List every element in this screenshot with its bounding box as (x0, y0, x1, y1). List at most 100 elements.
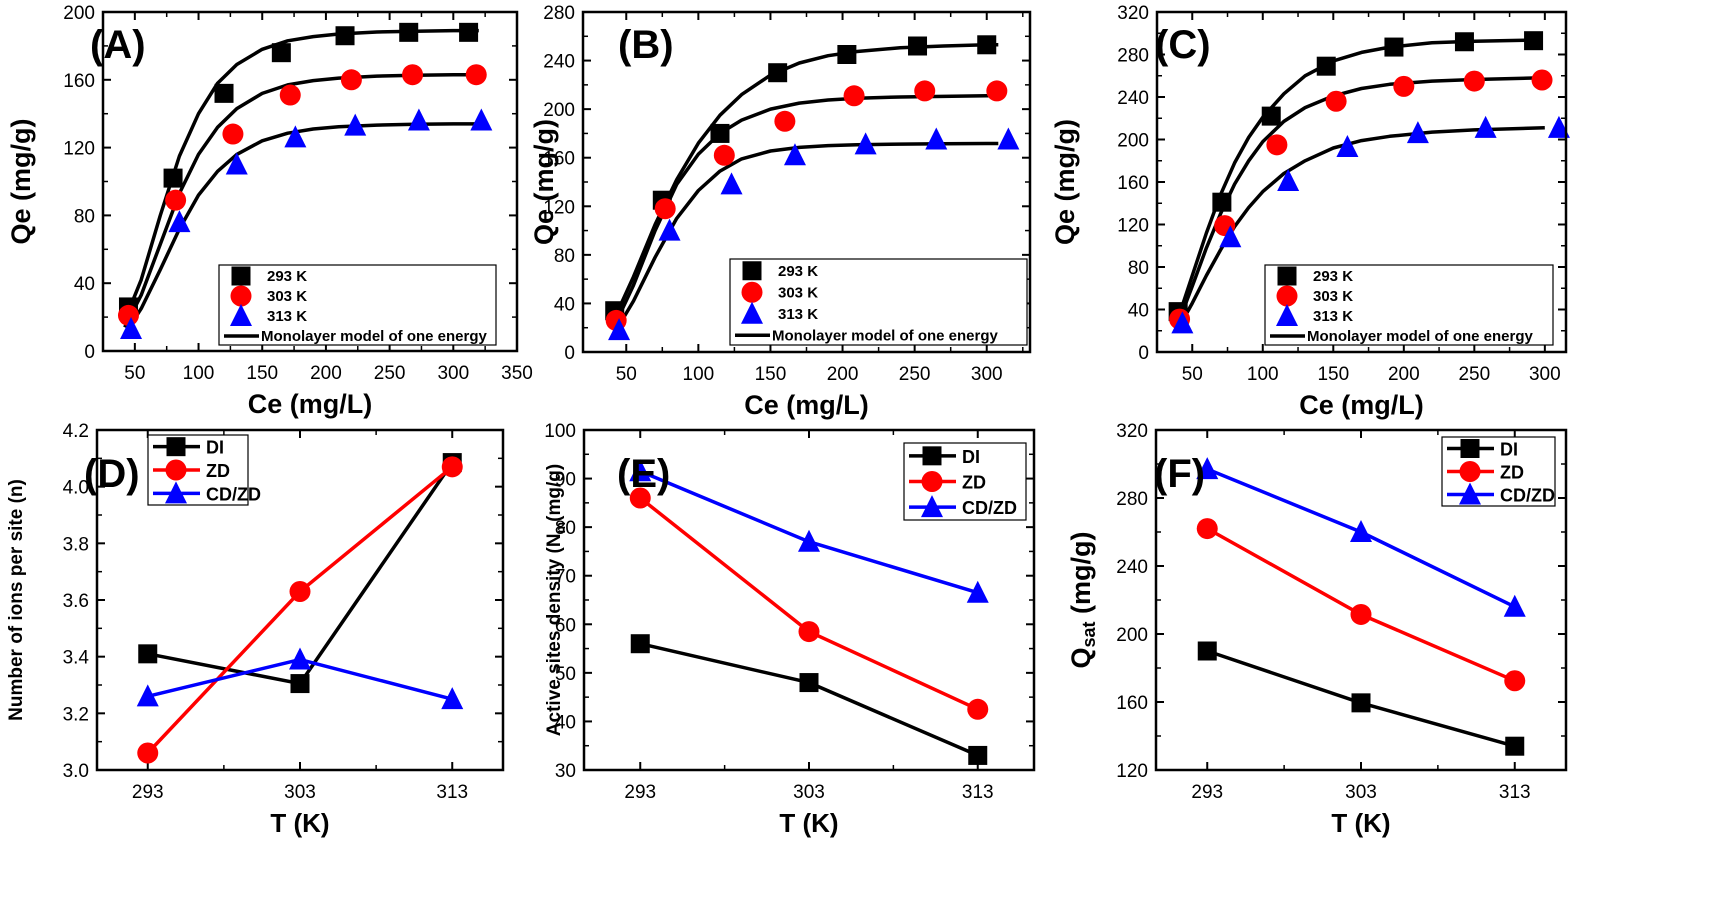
legend-marker (166, 437, 186, 457)
legend: 293 K 303 K 313 K Monolayer model of one en… (729, 258, 1028, 346)
legend-label: 293 K (778, 263, 818, 280)
legend-label: DI (962, 447, 980, 467)
x-tick-label: 300 (971, 364, 1003, 385)
y-tick-label: 0 (84, 342, 95, 363)
chart-panel-b: 0 40 80 120 160 200 240 280 50 100 150 200 250 300 (B)… (529, 3, 1032, 420)
data-point (1547, 115, 1570, 138)
legend-marker (741, 281, 763, 303)
y-tick-label: 320 (1117, 3, 1149, 24)
y-tick-label: 3.6 (63, 591, 89, 612)
data-point (1503, 594, 1526, 617)
y-tick-label: 160 (543, 149, 575, 170)
data-point (1504, 670, 1526, 692)
y-tick-label: 90 (555, 470, 576, 491)
legend-marker (165, 481, 187, 504)
y-tick-label: 3.8 (63, 534, 89, 555)
data-point (768, 63, 788, 83)
tick-group: 3.0 3.2 3.4 3.6 3.8 4.0 4.2 293 303 313 (63, 421, 503, 803)
series-line (146, 465, 454, 755)
data-point (837, 45, 857, 64)
data-point (914, 80, 936, 102)
data-point (137, 742, 159, 764)
series-313-k (1171, 115, 1570, 334)
data-point (225, 152, 248, 175)
x-tick-label: 50 (616, 364, 637, 385)
data-point (1463, 70, 1485, 92)
y-tick-label: 120 (1116, 761, 1148, 782)
y-tick-label: 40 (555, 712, 576, 733)
legend-label: Monolayer model of one energy (1307, 328, 1534, 345)
chart-panel-c: 0 40 80 120 160 200 240 280 320 50 100 150 200 250 300… (1050, 3, 1570, 420)
legend-label: Monolayer model of one energy (261, 328, 488, 345)
legend: DI ZD CD/ZD (1441, 436, 1556, 507)
fit-curve-1 (1176, 38, 1531, 319)
y-tick-label: 4.0 (63, 478, 89, 499)
panel-label: (D) (84, 452, 140, 496)
x-axis-title: Ce (mg/L) (248, 389, 373, 419)
legend-label: DI (206, 438, 224, 458)
y-tick-label: 80 (1128, 258, 1149, 279)
legend-marker (1277, 266, 1297, 286)
legend-marker (921, 495, 943, 518)
data-point (1350, 603, 1372, 625)
x-tick-label: 250 (899, 364, 931, 385)
legend-label: Monolayer model of one energy (772, 327, 999, 344)
legend: 293 K 303 K 313 K Monolayer model of one en… (218, 264, 497, 346)
data-point (654, 198, 676, 220)
y-axis-title: Qe (mg/g) (6, 119, 36, 245)
data-point (630, 634, 650, 654)
series-di (1197, 641, 1525, 756)
legend-label: 313 K (267, 308, 307, 325)
x-tick-label: 293 (624, 782, 656, 803)
data-point (967, 698, 989, 720)
data-point (1325, 90, 1347, 112)
data-point (465, 64, 487, 86)
x-tick-label: 100 (183, 363, 215, 384)
data-point (407, 108, 430, 131)
data-point (1351, 693, 1371, 713)
data-point (1524, 31, 1544, 51)
tick-group: 0 40 80 120 160 200 50 100 150 200 250 300 350 (63, 3, 533, 384)
fit-curve-2 (1176, 76, 1538, 324)
y-tick-label: 40 (554, 294, 575, 315)
data-point (279, 84, 301, 106)
legend-marker (230, 304, 252, 326)
x-tick-label: 150 (755, 364, 787, 385)
x-tick-label: 100 (1247, 364, 1279, 385)
data-point (710, 123, 730, 143)
chart-panel-d: 3.0 3.2 3.4 3.6 3.8 4.0 4.2 293 303 313 (D) T (K) Nu… (6, 421, 505, 838)
data-point (168, 210, 191, 233)
data-point (798, 621, 820, 643)
x-tick-label: 313 (1499, 782, 1531, 803)
legend-marker (1460, 439, 1480, 458)
data-point (799, 673, 819, 693)
x-tick-label: 200 (827, 364, 859, 385)
tick-group: 30 40 50 60 70 80 90 100 293 303 313 (544, 421, 1034, 803)
series-zd (137, 456, 463, 764)
data-point (1350, 520, 1372, 542)
data-point (713, 144, 735, 166)
y-tick-label: 3.4 (63, 648, 90, 669)
data-point (163, 168, 183, 188)
data-point (1406, 121, 1429, 144)
legend-marker (922, 446, 942, 466)
y-tick-label: 40 (74, 274, 95, 295)
x-tick-label: 150 (1317, 364, 1349, 385)
legend-marker (1459, 482, 1481, 505)
y-tick-label: 80 (554, 246, 575, 267)
panel-label: (F) (1154, 452, 1205, 496)
y-tick-label: 240 (543, 52, 575, 73)
legend: 293 K 303 K 313 K Monolayer model of one en… (1264, 264, 1554, 346)
plot-frame (581, 10, 1032, 354)
legend-marker (1276, 304, 1298, 326)
data-point (854, 132, 877, 155)
y-tick-label: 280 (1117, 46, 1149, 67)
data-point (1454, 32, 1474, 52)
y-axis-title: Qe (mg/g) (1050, 119, 1080, 245)
data-point (136, 684, 159, 707)
data-point (1384, 37, 1404, 57)
legend: DI ZD CD/ZD (903, 442, 1027, 521)
x-tick-label: 303 (793, 782, 825, 803)
legend-box (729, 258, 1028, 346)
y-tick-label: 160 (63, 71, 95, 92)
